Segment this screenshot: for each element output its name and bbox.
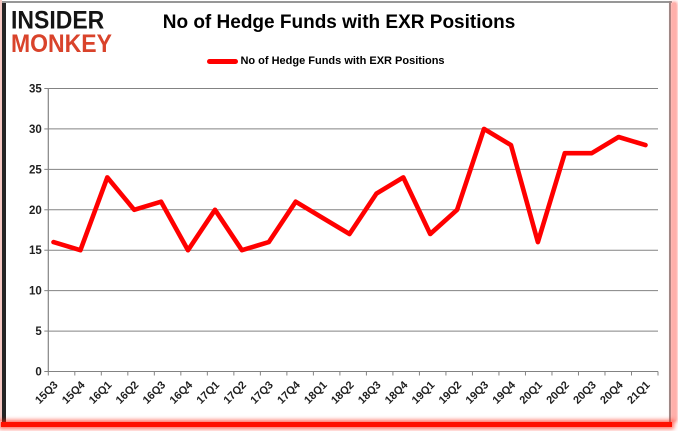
y-tick-label: 20 [29, 205, 42, 217]
x-tick-label: 15Q4 [60, 379, 88, 407]
y-axis-labels: 0 5 10 15 20 25 30 35 [29, 84, 42, 379]
x-tick-label: 18Q2 [329, 379, 357, 407]
y-tick-label: 30 [29, 124, 42, 136]
x-tick-label: 19Q1 [410, 379, 438, 407]
insider-monkey-logo: INSIDER MONKEY [11, 5, 112, 58]
chart-title: No of Hedge Funds with EXR Positions [162, 12, 516, 33]
x-axis-labels: 15Q3 15Q4 16Q1 16Q2 16Q3 16Q4 17Q1 17Q2 17Q3 17Q4… [33, 379, 653, 407]
x-tick-label: 16Q4 [168, 379, 196, 407]
x-tick-label: 19Q2 [437, 379, 465, 407]
data-line-series [51, 126, 648, 253]
y-tick-label: 5 [35, 326, 42, 338]
y-tick-label: 10 [29, 286, 42, 298]
x-tick-label: 17Q1 [195, 379, 223, 407]
x-tick-label: 18Q4 [383, 379, 411, 407]
gridlines [48, 88, 658, 372]
x-tick-label: 17Q2 [221, 379, 249, 407]
x-tick-label: 16Q2 [114, 379, 142, 407]
x-tick-label: 20Q3 [571, 379, 599, 407]
series-line [51, 126, 648, 253]
y-tick-label: 15 [29, 245, 42, 257]
x-tick-label: 17Q3 [248, 379, 276, 407]
x-tick-label: 16Q3 [141, 379, 169, 407]
legend-line-swatch-icon [207, 58, 239, 64]
x-tick-label: 19Q3 [464, 379, 492, 407]
y-tick-label: 25 [29, 164, 42, 176]
x-tick-label: 20Q1 [517, 379, 545, 407]
y-tick-label: 35 [29, 84, 42, 96]
logo-monkey-text: MONKEY [11, 29, 112, 58]
x-tick-label: 15Q3 [33, 379, 61, 407]
y-tick-label: 0 [35, 367, 41, 379]
x-tick-label: 16Q1 [87, 379, 115, 407]
x-tick-label: 19Q4 [491, 379, 519, 407]
x-tick-label: 20Q4 [598, 379, 626, 407]
x-tick-label: 17Q4 [275, 379, 303, 407]
chart-legend: No of Hedge Funds with EXR Positions [0, 55, 665, 67]
x-tick-label: 18Q1 [302, 379, 330, 407]
axes-and-ticks [44, 88, 659, 376]
x-tick-label: 20Q2 [544, 379, 572, 407]
logo-insider-text: INSIDER [11, 5, 105, 34]
x-tick-label: 21Q1 [625, 379, 653, 407]
x-tick-label: 18Q3 [356, 379, 384, 407]
legend-series-label: No of Hedge Funds with EXR Positions [240, 55, 445, 67]
